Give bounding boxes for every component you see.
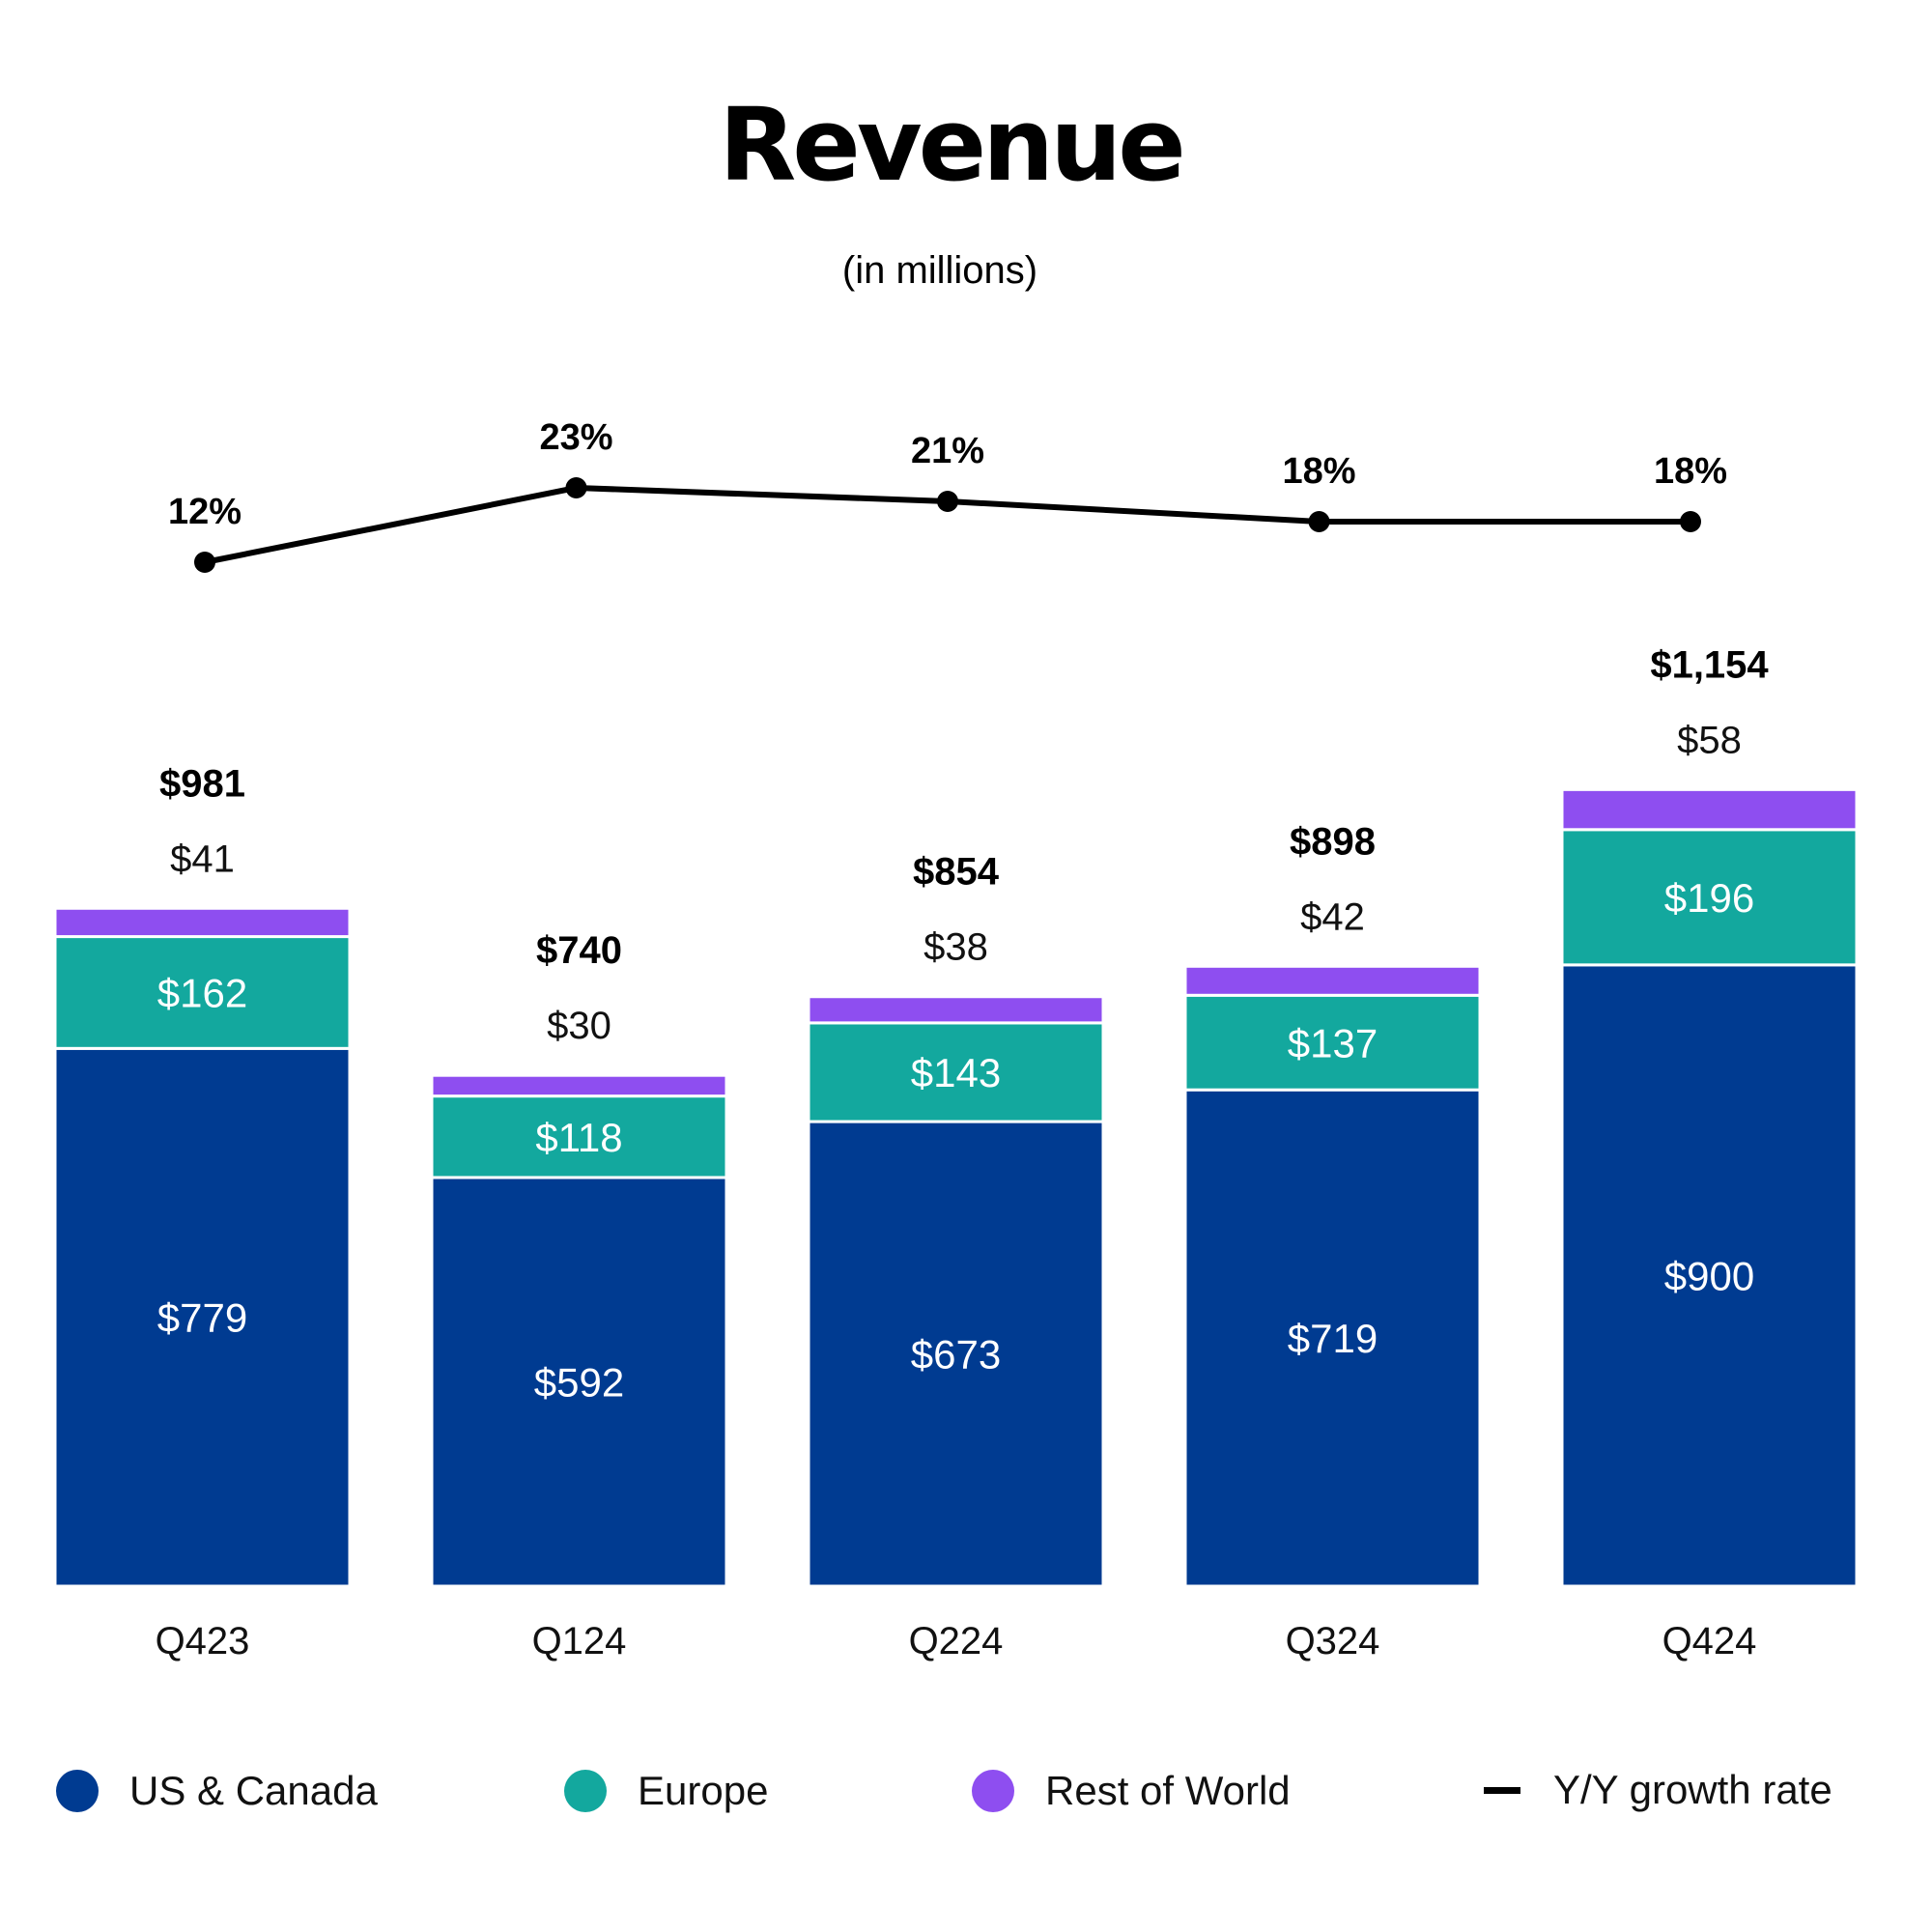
growth-point xyxy=(937,491,958,512)
total-label: $981 xyxy=(159,762,245,805)
growth-point xyxy=(565,477,587,498)
data-label-us-canada: $592 xyxy=(534,1359,624,1405)
legend-label-europe: Europe xyxy=(638,1768,769,1813)
total-label: $740 xyxy=(536,929,622,972)
growth-point xyxy=(194,552,215,573)
growth-point xyxy=(1308,511,1330,532)
x-tick-label: Q124 xyxy=(532,1620,627,1662)
legend-label-growth-rate: Y/Y growth rate xyxy=(1553,1767,1833,1812)
data-label-europe: $118 xyxy=(535,1115,622,1160)
x-tick-label: Q423 xyxy=(156,1620,250,1662)
data-label-europe: $137 xyxy=(1288,1020,1378,1065)
growth-point xyxy=(1680,511,1701,532)
data-label-us-canada: $719 xyxy=(1288,1316,1378,1361)
bar-segment-rest-of-world xyxy=(807,995,1105,1025)
data-label-europe: $196 xyxy=(1664,875,1754,921)
legend-item-europe: Europe xyxy=(564,1770,768,1812)
growth-label: 21% xyxy=(911,431,984,471)
legend-item-rest-of-world: Rest of World xyxy=(972,1770,1291,1812)
bar-segment-rest-of-world xyxy=(53,906,352,939)
legend-swatch-us-canada xyxy=(56,1770,99,1812)
x-tick-label: Q224 xyxy=(909,1620,1004,1662)
chart-title: Revenue xyxy=(719,86,1186,204)
bar-segment-europe xyxy=(1183,993,1482,1092)
legend-label-rest-of-world: Rest of World xyxy=(1045,1768,1291,1813)
x-tick-label: Q424 xyxy=(1662,1620,1757,1662)
data-label-rest-of-world: $38 xyxy=(923,926,988,969)
bar-segment-rest-of-world xyxy=(430,1073,728,1098)
bar-segment-us-canada xyxy=(807,1120,1105,1588)
data-label-rest-of-world: $30 xyxy=(547,1005,611,1047)
bar-segment-us-canada xyxy=(1560,963,1859,1588)
legend-swatch-growth-rate xyxy=(1484,1786,1520,1794)
bar-segment-europe xyxy=(1560,828,1859,967)
data-label-us-canada: $673 xyxy=(911,1332,1001,1378)
growth-label: 18% xyxy=(1654,451,1727,492)
bar-segment-rest-of-world xyxy=(1560,787,1859,832)
growth-label: 18% xyxy=(1282,451,1355,492)
bar-segment-europe xyxy=(53,935,352,1050)
legend-swatch-rest-of-world xyxy=(972,1770,1014,1812)
bar-segment-rest-of-world xyxy=(1183,964,1482,997)
legend-label-us-canada: US & Canada xyxy=(129,1768,378,1813)
data-label-us-canada: $779 xyxy=(157,1295,247,1341)
bar-segment-us-canada xyxy=(1183,1088,1482,1588)
data-label-us-canada: $900 xyxy=(1664,1253,1754,1298)
legend-swatch-europe xyxy=(564,1770,607,1812)
data-label-europe: $162 xyxy=(157,970,247,1015)
bar-segment-us-canada xyxy=(430,1176,728,1588)
legend-item-growth-rate: Y/Y growth rate xyxy=(1484,1770,1833,1810)
bar-segment-europe xyxy=(807,1021,1105,1123)
growth-label: 12% xyxy=(168,492,242,532)
data-label-rest-of-world: $41 xyxy=(170,838,235,880)
growth-label: 23% xyxy=(539,417,612,458)
legend-item-us-canada: US & Canada xyxy=(56,1770,378,1812)
total-label: $1,154 xyxy=(1650,643,1769,686)
data-label-rest-of-world: $58 xyxy=(1677,719,1742,761)
total-label: $898 xyxy=(1290,820,1376,863)
data-label-europe: $143 xyxy=(911,1050,1001,1095)
chart-subtitle: (in millions) xyxy=(841,249,1038,292)
total-label: $854 xyxy=(913,851,1000,894)
bar-segment-us-canada xyxy=(53,1046,352,1588)
x-tick-label: Q324 xyxy=(1286,1620,1380,1662)
data-label-rest-of-world: $42 xyxy=(1300,895,1365,938)
